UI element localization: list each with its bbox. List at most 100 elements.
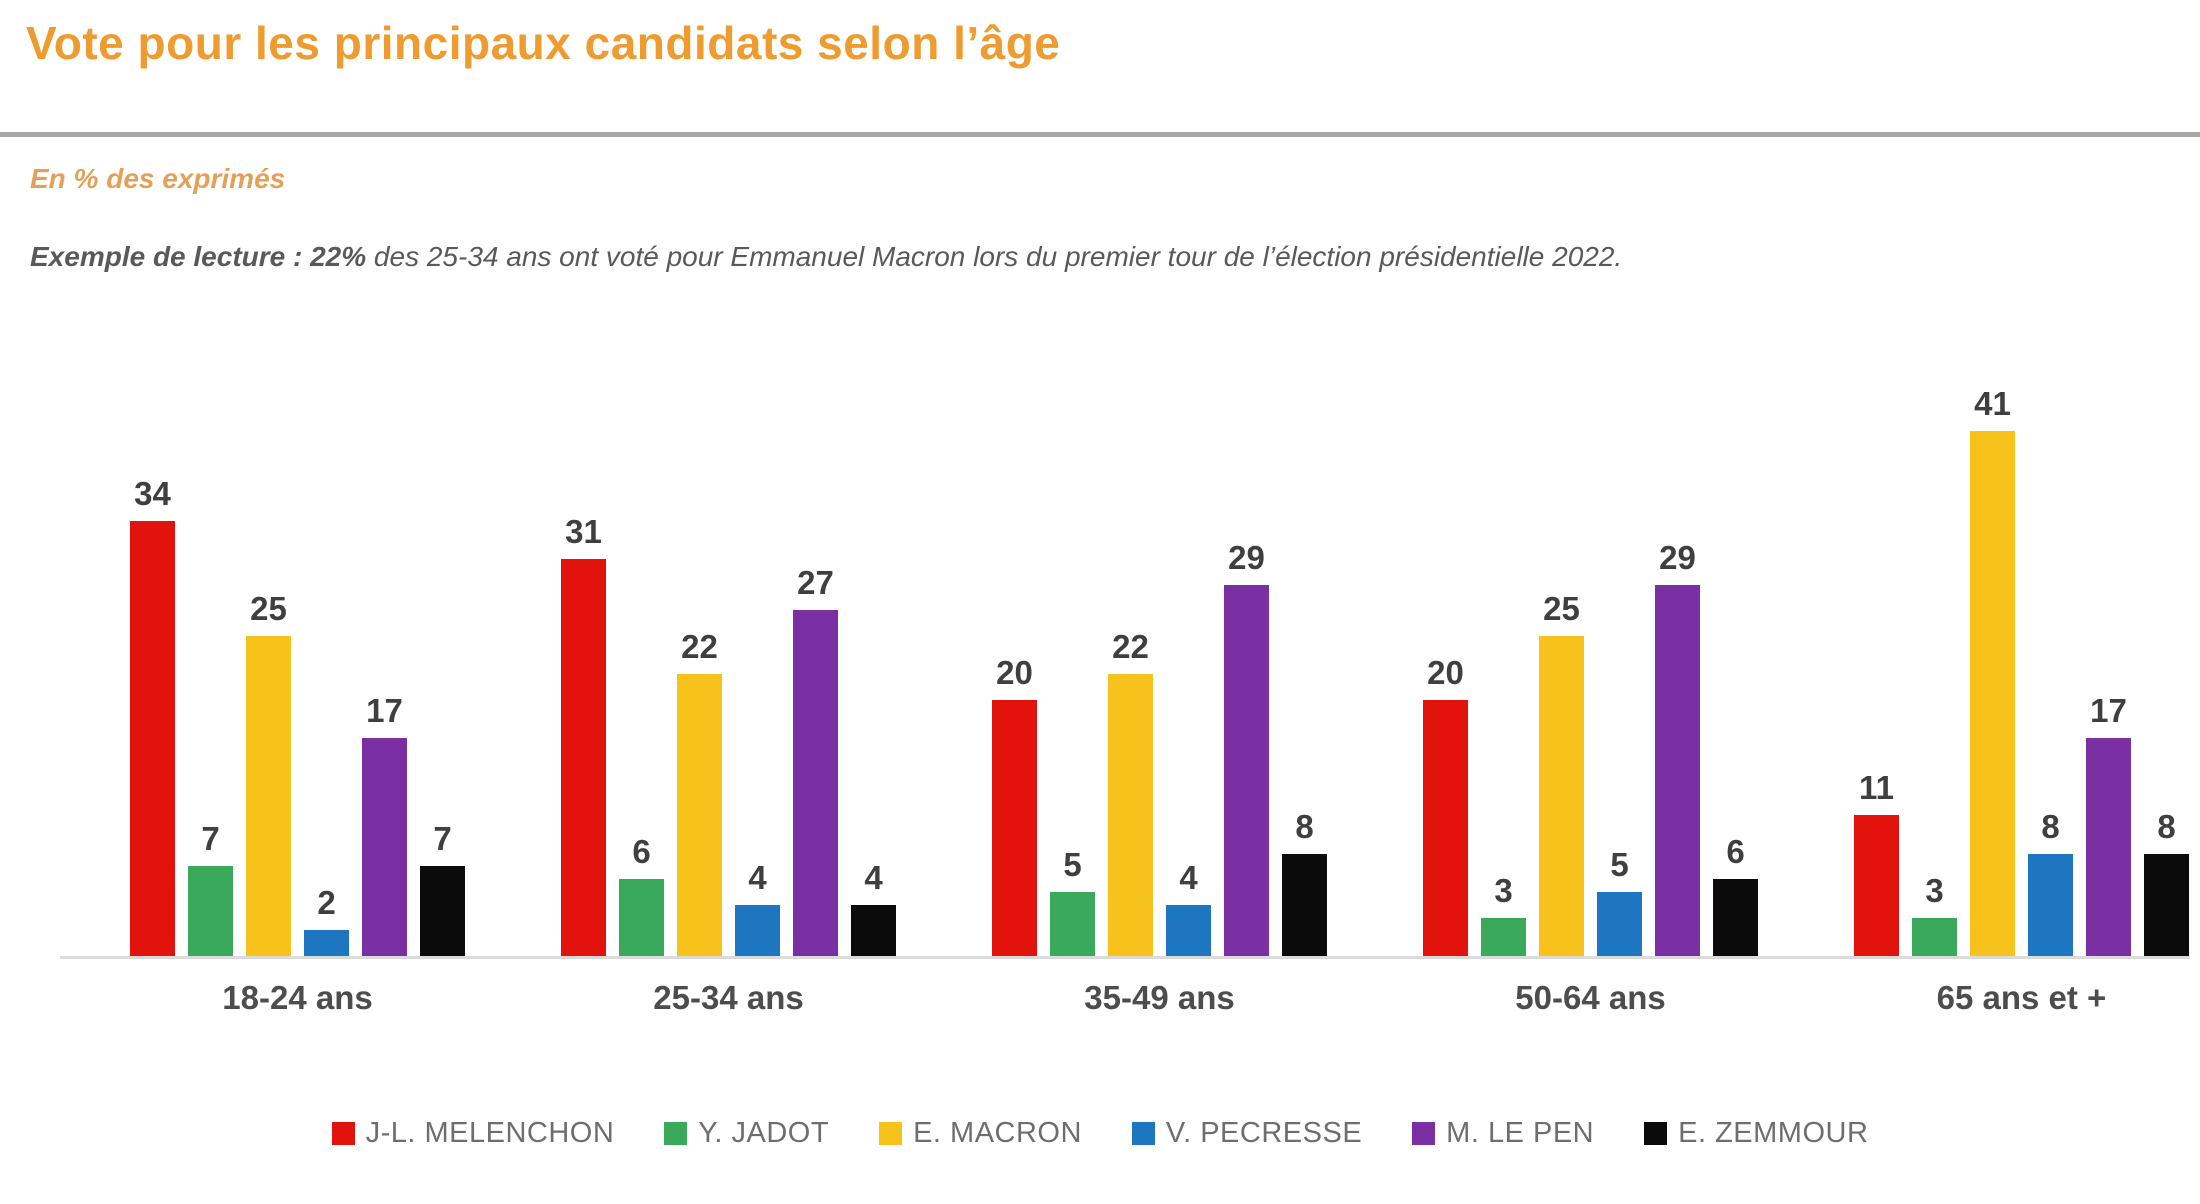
legend-swatch [331,1122,355,1145]
bar-cell: 3 [1912,872,1957,956]
bar [304,930,349,956]
bar-value-label: 22 [681,628,718,665]
legend-item: M. LE PEN [1412,1117,1594,1150]
bar-cell: 4 [851,859,896,956]
bar-value-label: 27 [797,564,834,601]
legend-item: E. ZEMMOUR [1644,1117,1868,1150]
bar-cell: 5 [1597,846,1642,956]
bar-cell: 22 [1108,628,1153,956]
legend-item: J-L. MELENCHON [331,1117,615,1150]
bar-cell: 25 [1539,590,1584,956]
chart-subtitle: En % des exprimés [30,163,286,194]
legend-label: J-L. MELENCHON [365,1117,615,1149]
bar-cell: 6 [619,833,664,956]
legend-swatch [1131,1122,1155,1145]
category-label: 50-64 ans [1515,979,1666,1016]
category-label: 25-34 ans [653,979,804,1016]
bar [1166,905,1211,956]
bar [2028,854,2073,956]
bar-cell: 4 [735,859,780,956]
bar-value-label: 17 [2090,692,2127,729]
bar-value-label: 3 [1494,872,1513,909]
bar-group: 20 3 25 5 29 6 [1423,539,1758,956]
bar-value-label: 7 [433,820,452,857]
bar-value-label: 20 [1427,654,1464,691]
bar-value-label: 11 [1859,769,1894,806]
bar-cell: 6 [1713,833,1758,956]
bar [2144,854,2189,956]
page-title: Vote pour les principaux candidats selon… [26,17,1061,69]
bar-cell: 5 [1050,846,1095,956]
bar [619,879,664,956]
bar-value-label: 5 [1610,846,1629,883]
bar-cell: 8 [1282,808,1327,956]
bar [362,738,407,956]
bar-value-label: 2 [317,884,336,921]
legend-item: Y. JADOT [664,1117,829,1150]
bar [1713,879,1758,956]
bar-value-label: 20 [996,654,1033,691]
bar-cell: 34 [130,475,175,956]
bar-cell: 17 [2086,692,2131,956]
bar-cell: 7 [188,820,233,956]
bar [1050,892,1095,956]
bar [677,674,722,956]
bar-cell: 11 [1854,769,1899,956]
bar-value-label: 6 [1726,833,1745,870]
bar [1481,918,1526,956]
bar-value-label: 4 [1179,859,1198,896]
bar-cell: 2 [304,884,349,956]
legend-label: V. PECRESSE [1165,1117,1363,1149]
bar [735,905,780,956]
chart-plot: 34 7 25 2 17 7 31 6 22 4 27 4 20 5 22 4 29 8 20 3 25 5 29 6 11 3 4… [60,385,2190,956]
bar [992,700,1037,956]
bar [1655,585,1700,956]
bar-cell: 17 [362,692,407,956]
bar-value-label: 31 [565,513,602,550]
legend-swatch [1644,1122,1668,1145]
bar-value-label: 8 [1295,808,1314,845]
bar-value-label: 17 [366,692,403,729]
bar-value-label: 34 [134,475,171,512]
category-label: 35-49 ans [1084,979,1235,1016]
bar-cell: 31 [561,513,606,956]
bar-cell: 8 [2144,808,2189,956]
bar [561,559,606,956]
legend-label: E. MACRON [913,1117,1082,1149]
reading-note-highlight: 22% [310,241,367,272]
bar-value-label: 8 [2157,808,2176,845]
bar [188,866,233,956]
bar-cell: 8 [2028,808,2073,956]
legend-swatch [1412,1122,1436,1145]
reading-note: Exemple de lecture : 22% des 25-34 ans o… [30,241,2200,273]
bar [1224,585,1269,956]
bar-cell: 22 [677,628,722,956]
bar-value-label: 29 [1659,539,1696,576]
bar-cell: 29 [1655,539,1700,956]
bar-cell: 25 [246,590,291,956]
legend-item: V. PECRESSE [1131,1117,1363,1150]
bar-cell: 7 [420,820,465,956]
bar [246,636,291,956]
category-axis: 18-24 ans 25-34 ans 35-49 ans 50-64 ans 65 a… [60,979,2200,1017]
bar-value-label: 4 [864,859,883,896]
bar-value-label: 41 [1974,385,2011,422]
bar [851,905,896,956]
bar [130,521,175,956]
bar [793,610,838,956]
bar-value-label: 8 [2041,808,2060,845]
bar-cell: 3 [1481,872,1526,956]
bar-cell: 4 [1166,859,1211,956]
divider-line [0,132,2200,137]
bar-group: 31 6 22 4 27 4 [561,513,896,956]
reading-note-rest: des 25-34 ans ont voté pour Emmanuel Mac… [366,241,1623,272]
bar [1108,674,1153,956]
legend-swatch [879,1122,903,1145]
bar-value-label: 22 [1112,628,1149,665]
bar-cell: 29 [1224,539,1269,956]
bar-value-label: 6 [632,833,651,870]
bar [1282,854,1327,956]
bar-group: 34 7 25 2 17 7 [130,475,465,956]
chart: 34 7 25 2 17 7 31 6 22 4 27 4 20 5 22 4 29 8 20 3 25 5 29 6 11 3 4… [60,385,2190,959]
bar-group: 20 5 22 4 29 8 [992,539,1327,956]
